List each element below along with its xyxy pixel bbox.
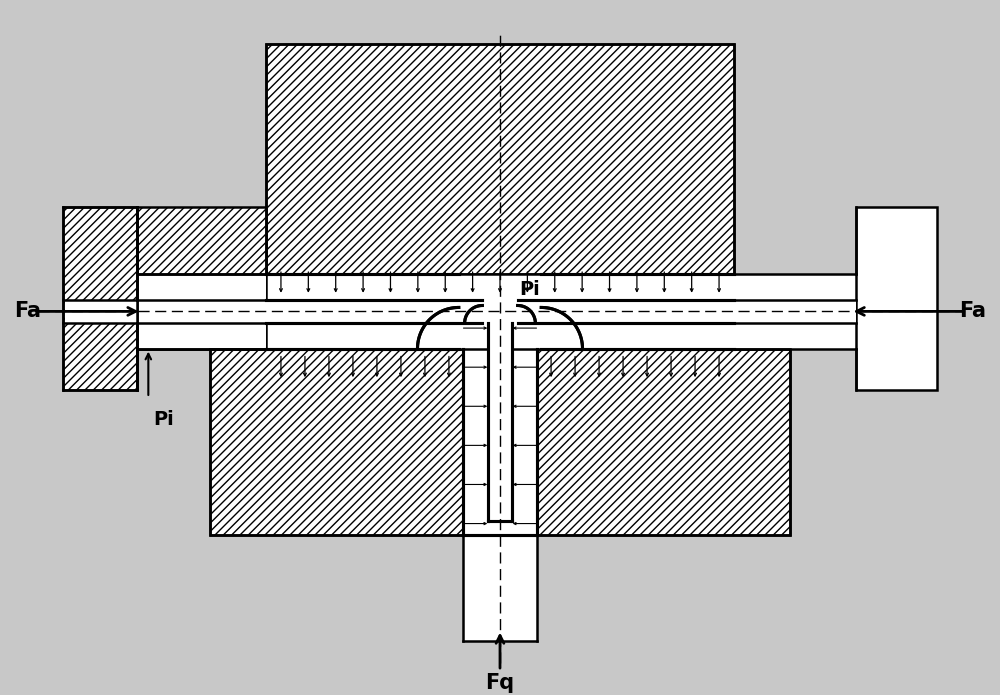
Bar [465,351,535,533]
Bar [266,44,734,274]
Bar [266,274,734,349]
Bar [266,300,734,323]
Bar [463,349,537,535]
Bar [137,300,266,349]
Bar [65,300,137,323]
Text: Pi: Pi [519,280,540,300]
Bar [268,276,732,347]
Text: Fq: Fq [485,673,515,693]
Text: Fa: Fa [959,302,986,321]
Text: Pi: Pi [153,409,174,429]
Text: Fa: Fa [14,302,41,321]
Bar [210,349,790,535]
Bar [463,535,537,641]
Bar [734,274,856,349]
Bar [268,309,459,347]
Bar [210,349,790,535]
Bar [139,300,266,323]
Bar [63,207,137,390]
Bar [137,207,266,349]
Bar [734,300,856,323]
Bar [137,274,266,300]
Bar [488,323,512,521]
Bar [266,44,734,274]
Bar [856,207,937,390]
